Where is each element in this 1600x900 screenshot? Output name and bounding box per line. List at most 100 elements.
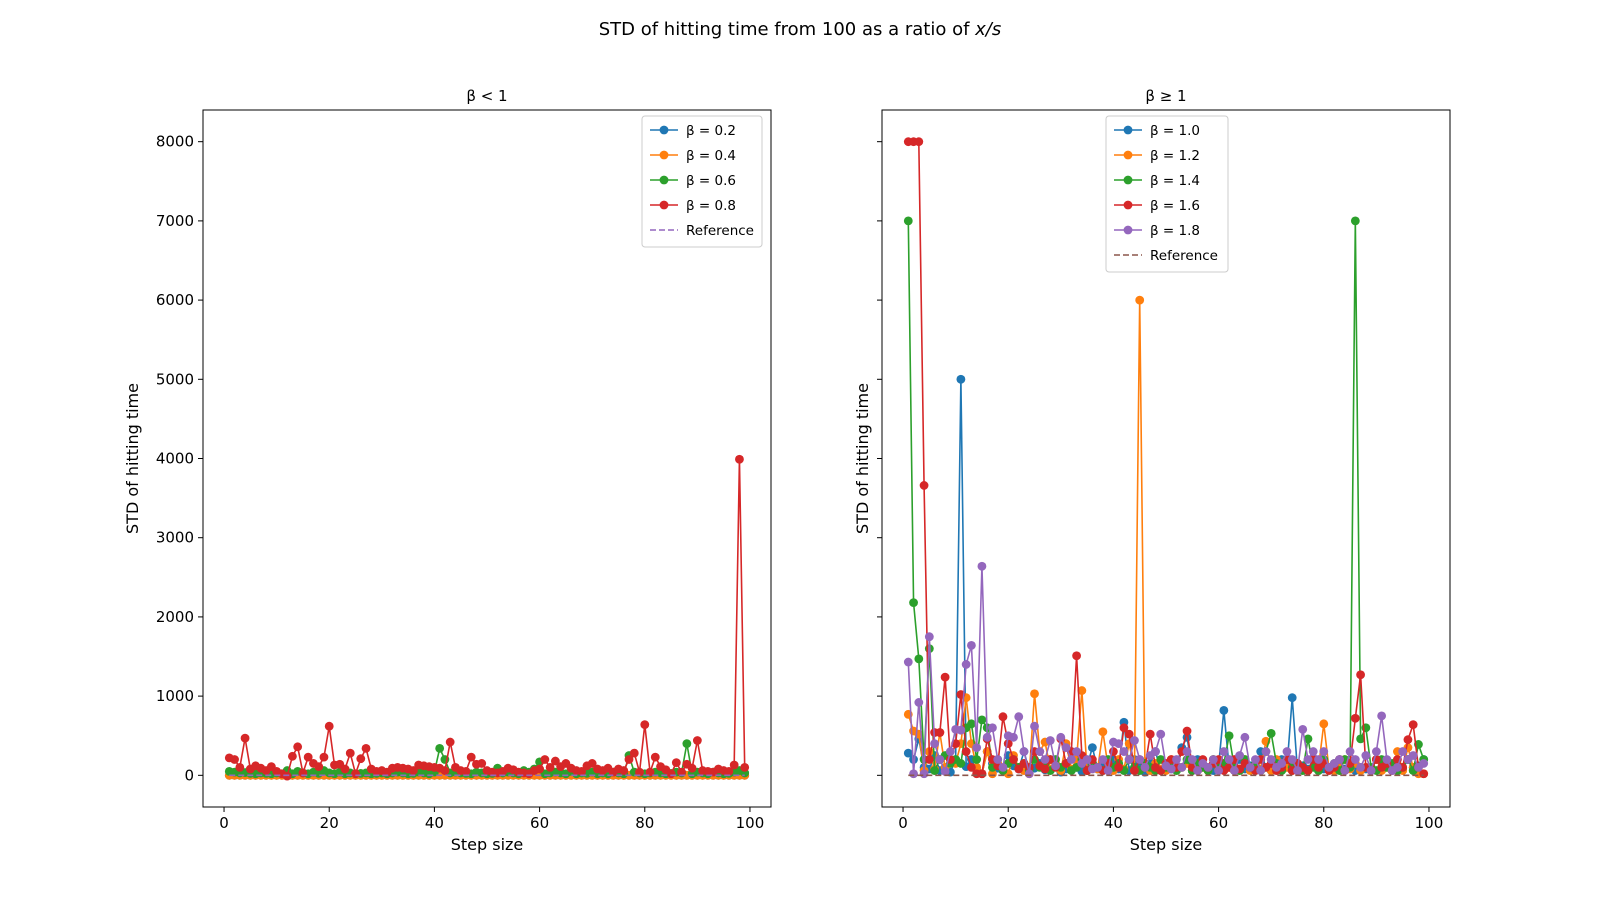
- x-tick-label: 20: [320, 814, 339, 832]
- data-point: [351, 769, 360, 779]
- data-point: [1203, 762, 1213, 772]
- data-point: [919, 769, 929, 779]
- data-point: [1356, 762, 1365, 772]
- data-point: [1045, 736, 1055, 745]
- x-tick-label: 60: [530, 814, 549, 832]
- data-point: [1345, 747, 1355, 756]
- data-point: [1356, 734, 1365, 744]
- data-point: [945, 747, 955, 756]
- data-point: [740, 762, 750, 772]
- data-point: [914, 698, 924, 707]
- data-point: [1124, 755, 1134, 764]
- legend-entry-1-8: β = 1.8: [1114, 223, 1200, 239]
- data-point: [1051, 761, 1060, 771]
- data-point: [1061, 743, 1071, 752]
- data-point: [461, 766, 471, 776]
- data-point: [977, 769, 987, 779]
- data-point: [1098, 727, 1108, 737]
- legend-marker: [1123, 125, 1133, 135]
- data-point: [303, 752, 313, 762]
- data-point: [692, 736, 702, 745]
- data-point: [1182, 747, 1192, 756]
- panel-title: β ≥ 1: [1145, 87, 1186, 105]
- y-axis-label: STD of hitting time: [123, 383, 142, 534]
- data-point: [1130, 766, 1139, 775]
- data-point: [687, 763, 697, 773]
- legend-entry-0-2: β = 0.2: [650, 123, 736, 139]
- data-point: [1319, 747, 1329, 756]
- data-point: [977, 561, 987, 571]
- data-point: [1366, 766, 1376, 775]
- data-point: [924, 632, 934, 642]
- data-point: [440, 766, 450, 775]
- data-point: [1172, 755, 1181, 764]
- series-0-8: [224, 454, 750, 781]
- data-point: [1040, 764, 1050, 774]
- data-point: [956, 374, 966, 384]
- data-point: [1114, 739, 1124, 749]
- data-point: [1361, 751, 1371, 760]
- data-point: [540, 755, 550, 764]
- data-point: [903, 216, 913, 226]
- data-point: [1277, 759, 1287, 768]
- data-point: [1350, 713, 1360, 723]
- data-point: [1087, 743, 1097, 752]
- data-point: [1308, 747, 1318, 756]
- data-point: [577, 766, 587, 776]
- data-point: [919, 481, 929, 490]
- data-point: [1166, 764, 1176, 774]
- data-point: [545, 762, 555, 772]
- data-point: [940, 766, 950, 776]
- legend-label: β = 0.8: [686, 198, 736, 214]
- data-point: [1151, 747, 1160, 756]
- data-point: [1014, 712, 1024, 722]
- data-point: [293, 742, 303, 752]
- data-point: [1350, 755, 1360, 764]
- data-point: [1066, 755, 1076, 764]
- legend-label: β = 0.2: [686, 123, 736, 139]
- data-point: [1398, 747, 1408, 756]
- x-tick-label: 40: [1104, 814, 1123, 832]
- data-point: [1145, 729, 1155, 739]
- data-point: [1235, 751, 1245, 760]
- legend-entry-reference: Reference: [650, 223, 754, 239]
- data-point: [645, 767, 655, 777]
- data-point: [1319, 719, 1329, 729]
- legend-entry-1-0: β = 1.0: [1114, 123, 1200, 139]
- data-point: [1303, 766, 1313, 775]
- data-point: [1224, 755, 1234, 764]
- legend-entry-reference: Reference: [1114, 248, 1218, 264]
- legend: β = 1.0 β = 1.2 β = 1.4 β = 1.6 β = 1.8 Refer…: [1105, 115, 1229, 273]
- data-point: [1419, 759, 1429, 768]
- data-point: [1382, 755, 1392, 764]
- panel-title: β < 1: [466, 87, 507, 105]
- data-point: [935, 728, 945, 737]
- data-point: [240, 733, 250, 743]
- data-point: [972, 743, 982, 752]
- legend-entry-0-6: β = 0.6: [650, 173, 736, 189]
- series-1-4: [903, 216, 1429, 775]
- data-point: [345, 748, 355, 758]
- data-point: [650, 752, 660, 762]
- data-point: [1177, 762, 1187, 772]
- data-point: [967, 641, 976, 650]
- data-point: [1030, 721, 1039, 731]
- data-point: [466, 752, 476, 762]
- legend: β = 0.2 β = 0.4 β = 0.6 β = 0.8 Reference: [641, 115, 763, 248]
- data-point: [1009, 755, 1018, 764]
- data-point: [1187, 755, 1197, 764]
- data-point: [230, 755, 239, 764]
- figure-title: STD of hitting time from 100 as a ratio …: [599, 19, 1002, 40]
- data-point: [1009, 732, 1018, 742]
- legend-marker: [659, 200, 669, 210]
- data-point: [1298, 724, 1308, 734]
- data-point: [361, 743, 371, 753]
- data-point: [1024, 769, 1034, 779]
- data-point: [909, 598, 918, 608]
- data-point: [288, 751, 297, 761]
- data-point: [903, 748, 913, 758]
- legend-marker: [659, 175, 669, 185]
- chart-panel-1: β < 1 Step size STD of hitting time 0 20 40 60…: [123, 87, 772, 854]
- data-point: [729, 760, 739, 770]
